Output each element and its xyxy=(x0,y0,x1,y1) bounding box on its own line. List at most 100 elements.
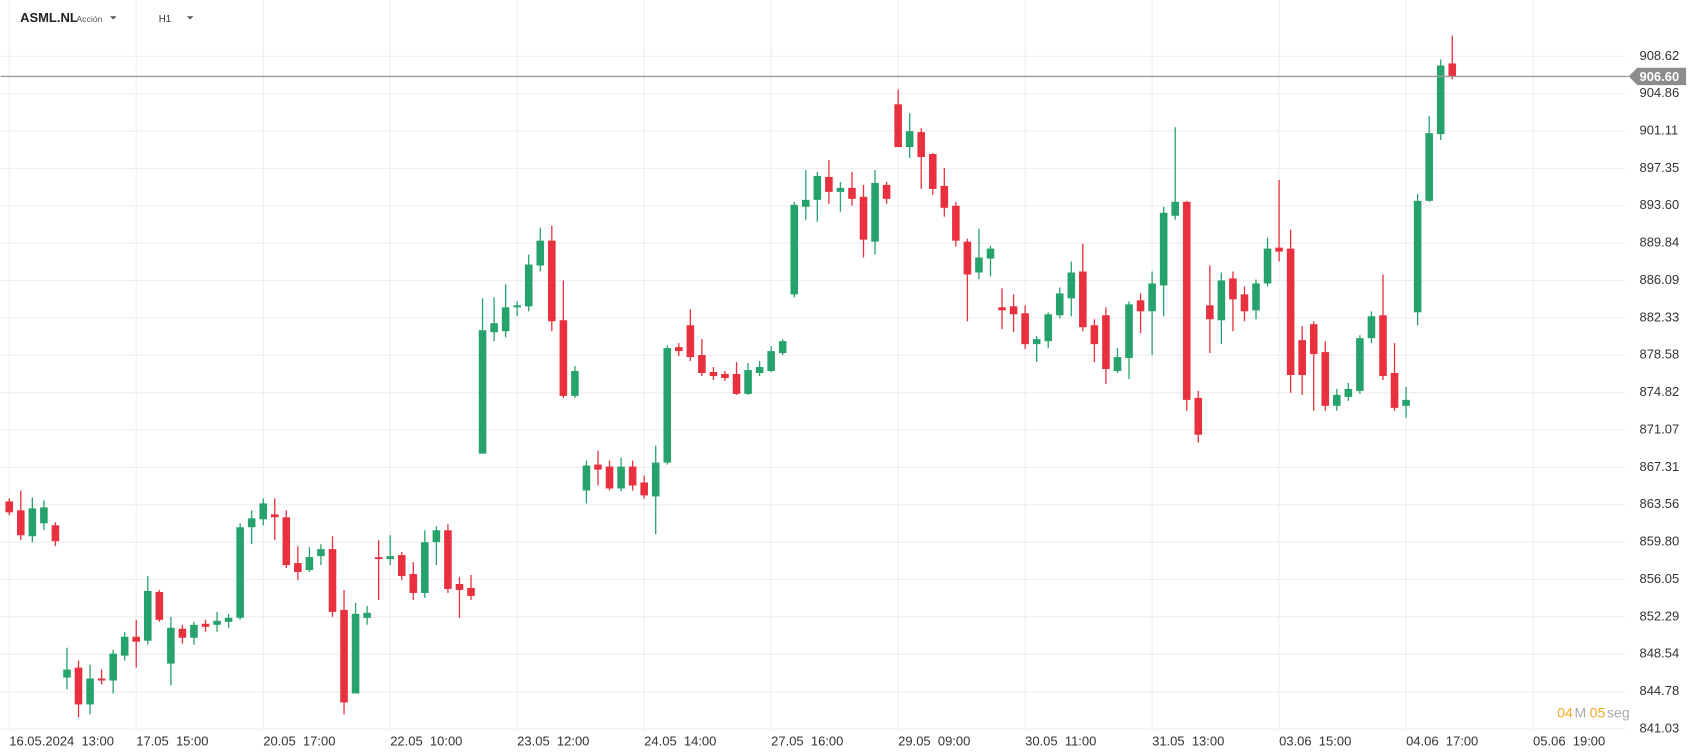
candle-body xyxy=(605,466,614,489)
candle-body xyxy=(120,636,129,656)
candle-body xyxy=(628,466,637,486)
x-tick-label: 24.05 14:00 xyxy=(644,733,716,748)
candle-body xyxy=(732,373,741,394)
candle-body xyxy=(1021,313,1029,345)
candle-body xyxy=(882,184,891,199)
candle-body xyxy=(317,549,325,557)
candle-body xyxy=(859,196,868,240)
candle-body xyxy=(582,465,591,491)
y-tick-label: 856.05 xyxy=(1639,571,1679,586)
x-tick-label: 30.05 11:00 xyxy=(1025,733,1096,748)
candle-body xyxy=(270,514,279,518)
candle-body xyxy=(432,530,441,543)
y-tick-label: 897.35 xyxy=(1639,160,1679,175)
y-tick-label: 908.62 xyxy=(1639,48,1679,63)
candle-body xyxy=(894,104,902,148)
candle-body xyxy=(640,482,648,496)
x-tick-label: 05.06 19:00 xyxy=(1533,733,1605,748)
y-tick-label: 874.82 xyxy=(1639,384,1679,399)
candle-body xyxy=(1425,133,1433,201)
candle-body xyxy=(143,590,152,641)
candle-body xyxy=(1009,306,1018,315)
candle-body xyxy=(1309,324,1318,355)
candle-body xyxy=(201,623,210,627)
countdown-minutes: 04 xyxy=(1557,705,1573,721)
candle-body xyxy=(871,182,879,242)
header: ASML.NL Acción H1 xyxy=(20,10,194,25)
symbol[interactable]: ASML.NL xyxy=(20,10,78,25)
candle-body xyxy=(1148,283,1156,312)
countdown-seconds-unit: seg xyxy=(1607,705,1630,721)
candle-body xyxy=(998,307,1006,311)
candle-body xyxy=(1321,352,1330,406)
x-tick-label: 22.05 10:00 xyxy=(390,733,462,748)
candle-body xyxy=(1367,316,1376,339)
candle-body xyxy=(1436,65,1445,135)
candle-body xyxy=(617,466,625,489)
candle-body xyxy=(1102,315,1110,370)
candle-body xyxy=(986,248,995,259)
candle-body xyxy=(1113,357,1122,372)
candle-body xyxy=(1379,315,1387,376)
candle-body xyxy=(651,462,660,497)
countdown-minutes-unit: M xyxy=(1575,705,1587,721)
symbol-dropdown[interactable] xyxy=(109,16,117,20)
candle-body xyxy=(1217,280,1226,321)
axes: 841.03 844.78 848.54 852.29 856.05 859.80 863.… xyxy=(0,48,1687,748)
candle-body xyxy=(1275,247,1283,252)
countdown: 04 M 05 seg xyxy=(1557,705,1630,721)
candle-body xyxy=(1344,388,1353,397)
candle-body xyxy=(686,325,695,358)
candle-body xyxy=(755,367,764,374)
candle-body xyxy=(374,557,383,560)
candle-body xyxy=(190,624,198,638)
timeframe[interactable]: H1 xyxy=(159,14,171,25)
candle-body xyxy=(409,574,418,593)
y-tick-label: 852.29 xyxy=(1639,608,1679,623)
candle-body xyxy=(478,330,487,454)
x-tick-label: 20.05 17:00 xyxy=(263,733,335,748)
y-tick-label: 841.03 xyxy=(1639,720,1679,735)
candle-body xyxy=(40,507,48,524)
candle-body xyxy=(1067,272,1076,299)
grid xyxy=(0,0,1626,732)
x-tick-label: 27.05 16:00 xyxy=(771,733,843,748)
candle-body xyxy=(536,240,545,266)
candle-body xyxy=(109,653,117,681)
x-tick-label: 17.05 15:00 xyxy=(136,733,208,748)
candle-body xyxy=(1402,399,1410,406)
candle-body xyxy=(282,517,291,566)
y-tick-label: 893.60 xyxy=(1639,197,1679,212)
y-tick-label: 844.78 xyxy=(1639,683,1679,698)
y-tick-label: 889.84 xyxy=(1639,235,1679,250)
candle-body xyxy=(548,240,556,322)
x-tick-label: 04.06 17:00 xyxy=(1406,733,1478,748)
candle-body xyxy=(1252,283,1260,311)
candle-body xyxy=(178,628,187,638)
candle-body xyxy=(294,563,302,573)
timeframe-dropdown[interactable] xyxy=(186,16,194,20)
candle-body xyxy=(524,264,533,307)
candle-body xyxy=(1333,394,1341,406)
candle-body xyxy=(940,185,949,208)
candle-body xyxy=(247,518,256,528)
candle-body xyxy=(490,323,498,333)
instrument-type: Acción xyxy=(76,14,102,24)
candle-body xyxy=(467,587,475,596)
x-tick-label: 29.05 09:00 xyxy=(898,733,970,748)
x-tick-label: 03.06 15:00 xyxy=(1279,733,1351,748)
x-tick-label: 31.05 13:00 xyxy=(1152,733,1224,748)
candle-body xyxy=(1055,293,1064,316)
candle-body xyxy=(1356,338,1364,391)
candle-body xyxy=(952,205,960,241)
candle-body xyxy=(1079,271,1087,328)
candle-body xyxy=(1125,304,1133,359)
y-tick-label: 882.33 xyxy=(1639,309,1679,324)
y-tick-label: 904.86 xyxy=(1639,85,1679,100)
candle-body xyxy=(571,371,579,396)
y-tick-label: 863.56 xyxy=(1639,496,1679,511)
candle-body xyxy=(224,617,233,622)
candle-body xyxy=(709,372,718,376)
last-price-marker xyxy=(1628,67,1687,86)
candle-body xyxy=(1032,339,1041,345)
